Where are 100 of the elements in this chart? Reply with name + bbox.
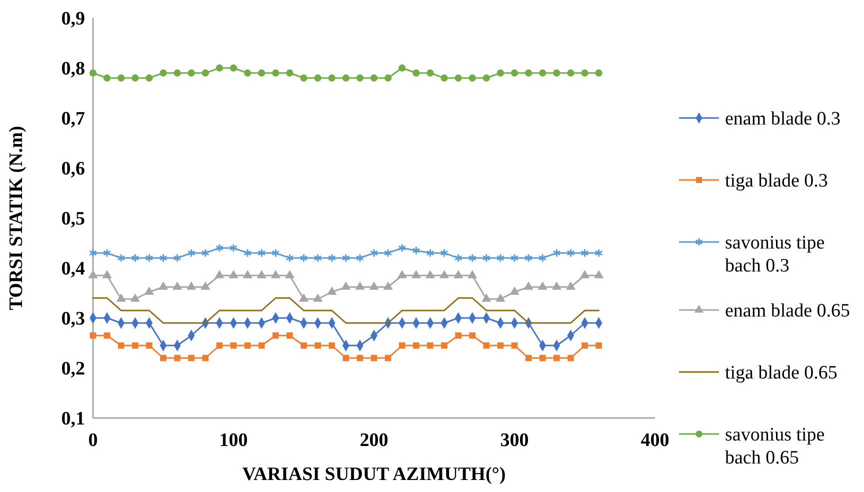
point — [174, 354, 180, 362]
point — [89, 69, 97, 77]
point — [342, 354, 350, 362]
point — [314, 74, 322, 82]
point — [118, 342, 124, 349]
point — [186, 281, 196, 290]
point — [370, 248, 378, 258]
point — [172, 281, 182, 290]
point — [370, 74, 378, 82]
point — [594, 270, 604, 278]
point — [298, 293, 309, 302]
point — [131, 253, 140, 263]
x-axis-title: VARIASI SUDUT AZIMUTH(°) — [242, 464, 506, 485]
point — [524, 69, 532, 77]
y-tick-label: 0,9 — [61, 8, 85, 30]
point — [202, 69, 209, 77]
point — [370, 354, 378, 362]
y-tick-label: 0,8 — [61, 58, 85, 80]
point — [146, 74, 153, 82]
point — [132, 342, 138, 349]
point — [88, 270, 98, 278]
legend-label: savonius tipe bach 0.3 — [725, 232, 825, 276]
point — [524, 281, 534, 290]
point — [173, 253, 182, 263]
point — [567, 69, 574, 77]
y-tick-label: 0,2 — [61, 358, 85, 380]
point — [468, 74, 476, 82]
point — [525, 354, 532, 362]
point — [511, 342, 518, 349]
point — [230, 64, 238, 72]
point — [300, 74, 308, 82]
point — [244, 69, 252, 77]
point — [483, 342, 490, 349]
point — [216, 64, 224, 72]
point — [146, 342, 152, 349]
point — [412, 246, 420, 256]
point — [300, 342, 307, 349]
point — [595, 69, 602, 77]
point — [594, 248, 603, 258]
point — [426, 69, 434, 77]
legend-label: tiga blade 0.65 — [725, 362, 838, 384]
point — [117, 253, 126, 263]
point — [272, 69, 280, 77]
point — [328, 74, 336, 82]
point — [102, 270, 112, 278]
point — [439, 270, 450, 278]
point — [496, 69, 504, 77]
point — [284, 270, 295, 278]
point — [130, 293, 140, 302]
y-tick-label: 0,4 — [61, 258, 86, 280]
point — [216, 342, 223, 349]
point — [341, 281, 351, 290]
point — [286, 69, 294, 77]
point — [580, 270, 590, 278]
point — [384, 248, 392, 258]
point — [300, 253, 308, 263]
point — [552, 248, 561, 258]
point — [497, 342, 504, 349]
point — [469, 332, 476, 339]
point — [286, 253, 294, 263]
point — [384, 74, 392, 82]
point — [440, 248, 448, 258]
point — [144, 286, 154, 295]
legend-label: enam blade 0.65 — [725, 300, 850, 322]
point — [412, 69, 420, 77]
y-tick-label: 0,5 — [61, 208, 85, 230]
y-tick-label: 0,1 — [61, 408, 85, 430]
point — [258, 342, 265, 349]
point — [566, 248, 575, 258]
point — [272, 332, 279, 339]
point — [441, 342, 448, 349]
point — [454, 74, 462, 82]
point — [88, 248, 98, 258]
point — [539, 354, 546, 362]
point — [145, 253, 154, 263]
point — [510, 286, 520, 295]
point — [314, 253, 322, 263]
point — [553, 69, 560, 77]
point — [496, 293, 506, 302]
y-tick-label: 0,3 — [61, 308, 85, 330]
point — [510, 69, 518, 77]
point — [398, 243, 406, 253]
point — [202, 354, 209, 362]
point — [116, 293, 126, 302]
point — [188, 354, 195, 362]
x-tick-label: 200 — [360, 430, 388, 451]
point — [482, 253, 490, 263]
point — [539, 69, 546, 77]
point — [272, 248, 280, 258]
legend-label: savonius tipe bach 0.65 — [725, 424, 825, 468]
point — [201, 248, 210, 258]
point — [482, 74, 490, 82]
x-tick-label: 100 — [219, 430, 248, 451]
point — [228, 270, 238, 278]
point — [496, 253, 504, 263]
point — [90, 332, 96, 339]
point — [160, 69, 167, 77]
point — [286, 332, 293, 339]
point — [398, 342, 406, 349]
point — [270, 270, 280, 278]
